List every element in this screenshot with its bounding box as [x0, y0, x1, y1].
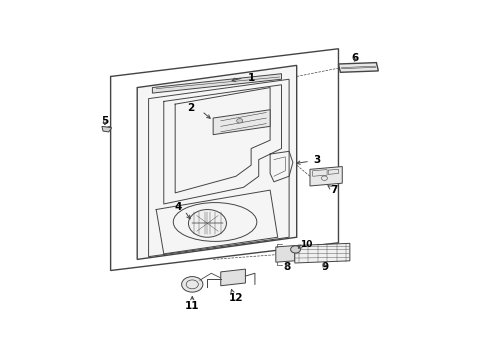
Text: 3: 3	[313, 155, 320, 165]
Polygon shape	[102, 126, 112, 132]
Polygon shape	[295, 243, 350, 263]
Text: 9: 9	[321, 262, 329, 272]
Polygon shape	[137, 66, 297, 260]
Polygon shape	[276, 246, 295, 262]
Polygon shape	[152, 74, 281, 93]
Polygon shape	[213, 110, 270, 135]
Polygon shape	[220, 269, 245, 286]
Text: 4: 4	[174, 202, 182, 212]
Text: 10: 10	[300, 240, 313, 249]
Text: 1: 1	[247, 73, 255, 83]
Text: 11: 11	[185, 301, 199, 311]
Ellipse shape	[189, 210, 226, 237]
Text: 12: 12	[229, 293, 243, 303]
Text: 8: 8	[284, 262, 291, 272]
Text: 2: 2	[187, 103, 194, 113]
Circle shape	[237, 118, 243, 123]
Text: 7: 7	[330, 185, 338, 194]
Circle shape	[182, 276, 203, 292]
Polygon shape	[310, 167, 342, 186]
Text: 5: 5	[101, 116, 109, 126]
Polygon shape	[339, 63, 378, 72]
Circle shape	[291, 246, 300, 253]
Text: 6: 6	[351, 53, 358, 63]
